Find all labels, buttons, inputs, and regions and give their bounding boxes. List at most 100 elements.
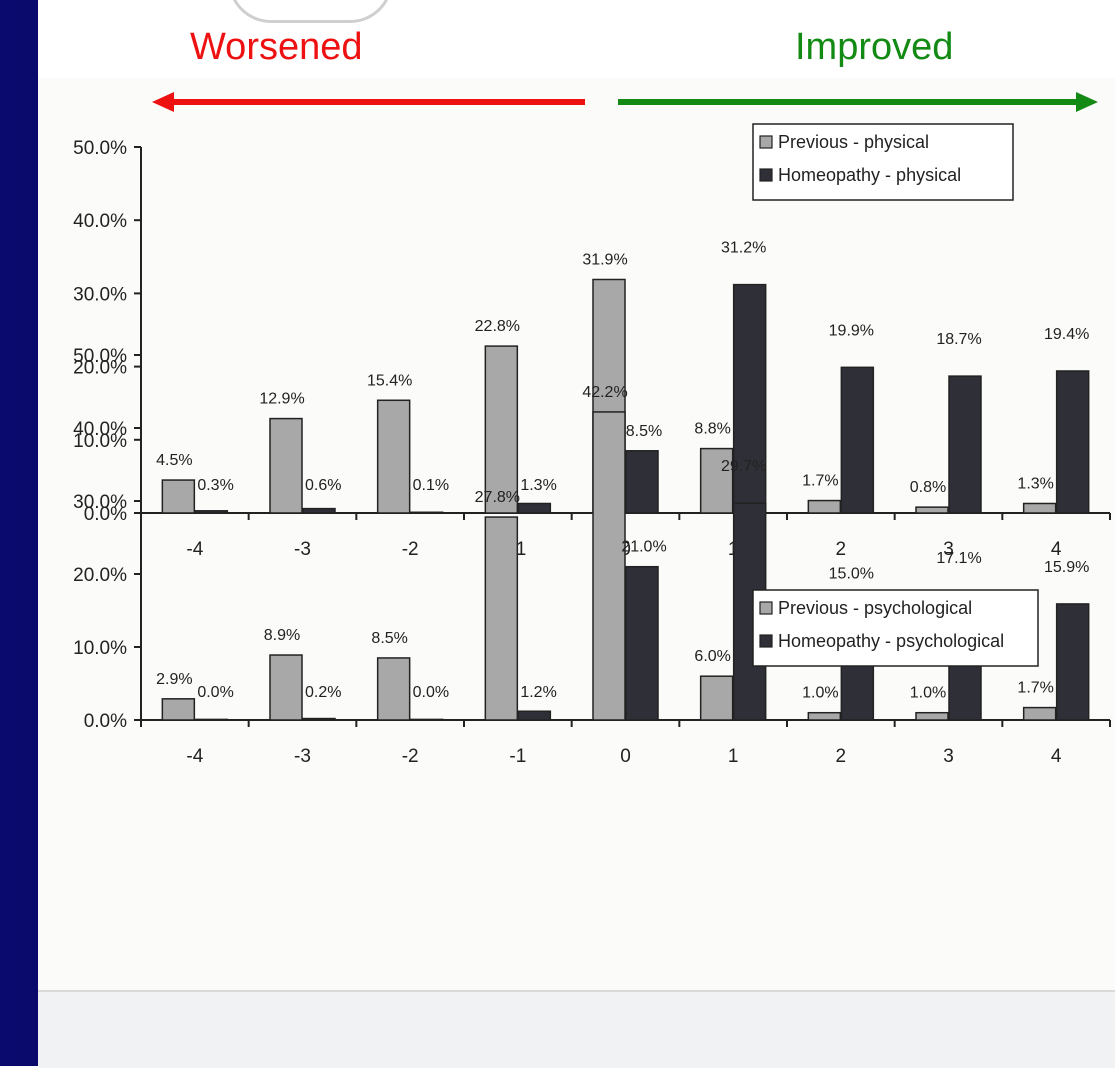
bar-previous: [1022, 706, 1057, 721]
direction-arrows: [152, 92, 1098, 112]
bar-previous: [915, 506, 949, 514]
data-label: 22.8%: [475, 318, 520, 335]
data-label: 4.5%: [156, 452, 192, 469]
x-tick-label: 2: [836, 746, 847, 767]
data-label: 21.0%: [621, 539, 666, 556]
y-tick-label: 0.0%: [84, 504, 127, 525]
data-label: 15.4%: [367, 372, 412, 389]
legend-swatch: [759, 168, 773, 182]
y-tick-label: 40.0%: [73, 211, 127, 232]
data-label: 0.2%: [305, 684, 341, 701]
worsened-arrowhead: [152, 92, 174, 112]
x-tick-label: 1: [728, 746, 739, 767]
legend-box: [752, 589, 1039, 667]
x-tick-label: 0: [620, 746, 631, 767]
x-tick-label: -1: [509, 746, 526, 767]
data-label: 17.1%: [936, 550, 981, 567]
data-label: 19.4%: [1044, 326, 1089, 343]
bar-homeopathy: [517, 502, 552, 514]
bar-previous: [269, 417, 303, 514]
data-label: 0.1%: [413, 477, 449, 494]
data-label: 15.9%: [1044, 559, 1089, 576]
data-label: 1.2%: [520, 684, 556, 701]
y-tick-label: 50.0%: [73, 346, 127, 367]
x-tick-label: -2: [402, 746, 419, 767]
x-tick-label: -3: [294, 539, 311, 560]
bar-previous: [484, 345, 519, 514]
bar-homeopathy: [948, 375, 982, 514]
x-tick-label: -4: [186, 746, 203, 767]
bar-homeopathy: [840, 366, 875, 514]
legend-label: Homeopathy - psychological: [778, 631, 1004, 651]
data-label: 2.9%: [156, 671, 192, 688]
scanned-figure: [38, 78, 1115, 1066]
legend-label: Previous - psychological: [778, 598, 972, 618]
data-label: 18.7%: [936, 331, 981, 348]
data-label: 1.3%: [1017, 475, 1053, 492]
bar-homeopathy: [625, 450, 659, 514]
data-label: 27.8%: [475, 489, 520, 506]
bar-homeopathy: [194, 718, 229, 721]
data-label: 1.0%: [802, 685, 838, 702]
bar-previous: [484, 516, 519, 721]
bar-homeopathy: [625, 565, 659, 721]
data-label: 0.6%: [305, 477, 341, 494]
data-label: 8.5%: [626, 423, 662, 440]
legend-label: Previous - physical: [778, 132, 929, 152]
bar-homeopathy: [302, 717, 336, 721]
legend-swatch: [759, 601, 773, 615]
bar-previous: [915, 711, 949, 721]
x-tick-label: 2: [836, 539, 847, 560]
bar-homeopathy: [409, 511, 444, 514]
data-label: 0.8%: [910, 479, 946, 496]
bar-previous: [699, 447, 734, 514]
x-tick-label: 3: [943, 539, 954, 560]
data-label: 29.7%: [721, 458, 766, 475]
bar-previous: [699, 675, 734, 721]
y-tick-label: 10.0%: [73, 638, 127, 659]
x-tick-label: -4: [186, 539, 203, 560]
data-label: 8.9%: [264, 627, 300, 644]
data-label: 31.2%: [721, 240, 766, 257]
legend-swatch: [759, 135, 773, 149]
x-tick-label: 3: [943, 746, 954, 767]
bar-homeopathy: [732, 502, 767, 721]
x-tick-label: 4: [1051, 746, 1062, 767]
improved-label: Improved: [795, 26, 954, 68]
y-tick-label: 40.0%: [73, 419, 127, 440]
y-tick-label: 50.0%: [73, 138, 127, 159]
x-tick-label: 4: [1051, 539, 1062, 560]
bar-previous: [376, 399, 411, 514]
data-label: 8.8%: [694, 421, 730, 438]
data-label: 12.9%: [259, 391, 304, 408]
bar-previous: [161, 479, 196, 514]
y-tick-label: 20.0%: [73, 565, 127, 586]
bar-homeopathy: [302, 507, 336, 514]
data-label: 0.0%: [413, 684, 449, 701]
bar-homeopathy: [409, 718, 444, 721]
y-tick-label: 30.0%: [73, 492, 127, 513]
bar-previous: [269, 654, 303, 721]
x-tick-label: -3: [294, 746, 311, 767]
data-label: 15.0%: [829, 566, 874, 583]
data-label: 6.0%: [694, 648, 730, 665]
legend-swatch: [759, 634, 773, 648]
y-tick-label: 10.0%: [73, 431, 127, 452]
worsened-label: Worsened: [190, 26, 363, 68]
x-tick-label: -2: [402, 539, 419, 560]
legend-box: [752, 123, 1014, 201]
bar-previous: [807, 711, 842, 721]
data-label: 8.5%: [371, 630, 407, 647]
data-label: 42.2%: [582, 384, 627, 401]
data-label: 1.7%: [1017, 680, 1053, 697]
bar-homeopathy: [1055, 603, 1090, 721]
y-tick-label: 20.0%: [73, 358, 127, 379]
bar-homeopathy: [732, 283, 767, 514]
improved-arrowhead: [1076, 92, 1098, 112]
data-label: 0.3%: [197, 477, 233, 494]
data-label: 31.9%: [582, 251, 627, 268]
data-label: 0.0%: [197, 684, 233, 701]
data-label: 1.0%: [910, 685, 946, 702]
